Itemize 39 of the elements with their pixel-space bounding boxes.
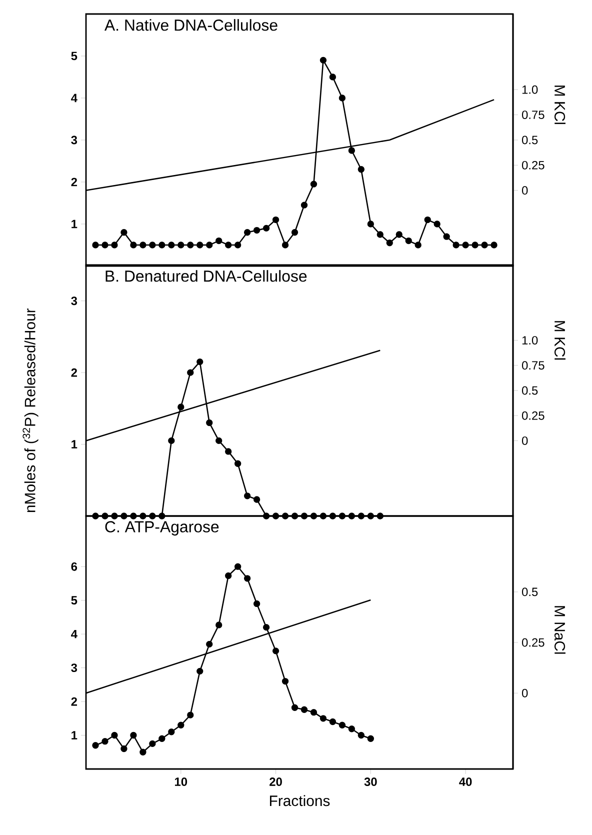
y-axis-title: nMoles of ($^{32}$P) Released/Hour xyxy=(22,308,38,512)
y-tick-label: 6 xyxy=(71,562,78,571)
x-tick-label: 40 xyxy=(459,778,472,786)
y2-tick-label: 0.5 xyxy=(522,386,538,395)
y2-tick-label: 1.0 xyxy=(522,336,538,345)
y2-tick-label: 0.25 xyxy=(522,160,544,170)
y2-tick-label: 0 xyxy=(522,688,528,698)
y2-tick-label: 1.0 xyxy=(522,85,538,94)
y-tick-label: 2 xyxy=(71,368,78,377)
x-tick-label: 30 xyxy=(364,778,377,786)
y-tick-label: 5 xyxy=(71,52,78,60)
y2-tick-label: 0 xyxy=(522,186,528,195)
y-tick-label: 3 xyxy=(71,664,78,672)
y-tick-label: 1 xyxy=(72,220,78,228)
y2-tick-label: 0.25 xyxy=(522,638,544,647)
y-tick-label: 5 xyxy=(71,596,78,604)
y2-tick-label: 0.75 xyxy=(522,110,544,120)
y2-tick-label: 0.5 xyxy=(522,136,538,144)
y-tick-label: 1 xyxy=(72,440,78,448)
y2-tick-label: 0.75 xyxy=(522,361,544,370)
y-tick-label: 1 xyxy=(72,731,78,740)
y2-axis-title: M NaCl xyxy=(554,606,566,654)
y-tick-label: 4 xyxy=(71,94,78,102)
y-tick-label: 2 xyxy=(71,178,78,186)
x-tick-label: 20 xyxy=(270,778,282,786)
y2-tick-label: 0.5 xyxy=(522,588,538,596)
y-tick-label: 3 xyxy=(71,136,78,144)
y2-tick-label: 0 xyxy=(522,436,528,445)
chart-title: B. Denatured DNA-Cellulose xyxy=(106,270,307,282)
x-axis-title: Fractions xyxy=(270,795,330,806)
y-tick-label: 4 xyxy=(71,630,78,638)
y2-tick-label: 0.25 xyxy=(522,411,544,420)
y-tick-label: 2 xyxy=(71,697,78,706)
y2-axis-title: M KCl xyxy=(554,321,566,360)
y-tick-label: 3 xyxy=(71,296,78,306)
y2-axis-title: M KCl xyxy=(554,86,566,124)
x-tick-label: 10 xyxy=(174,778,188,786)
chart-title: A. Native DNA-Cellulose xyxy=(104,19,278,31)
chart-title: C. ATP-Agarose xyxy=(105,521,219,536)
